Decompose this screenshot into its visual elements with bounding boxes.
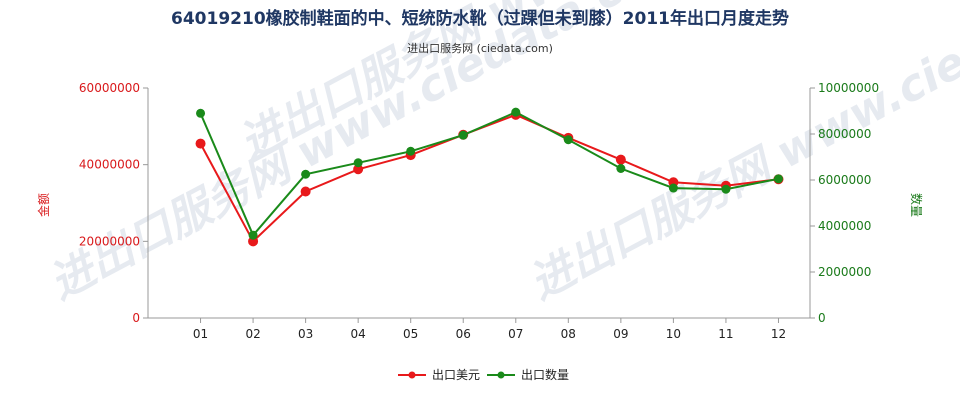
series-2-point bbox=[406, 146, 416, 156]
y-left-tick-label: 0 bbox=[132, 311, 140, 325]
x-tick-label: 09 bbox=[613, 327, 628, 341]
legend-marker-1 bbox=[408, 371, 416, 379]
y-left-tick-label: 40000000 bbox=[79, 158, 140, 172]
chart-subtitle: 进出口服务网 (ciedata.com) bbox=[407, 41, 553, 55]
legend-label-2: 出口数量 bbox=[521, 367, 569, 382]
legend[interactable]: 出口美元 出口数量 bbox=[398, 367, 569, 382]
y-right-tick-label: 4000000 bbox=[818, 219, 871, 233]
x-tick-labels: 01 02 03 04 05 06 07 08 09 10 11 12 bbox=[193, 327, 786, 341]
y-left-tick-label: 60000000 bbox=[79, 81, 140, 95]
series-2-point bbox=[196, 108, 206, 118]
series-line-2 bbox=[199, 111, 779, 238]
y-left-tick-labels: 0 20000000 40000000 60000000 bbox=[79, 81, 140, 325]
x-tick-label: 06 bbox=[456, 327, 471, 341]
y-right-tick-labels: 0 2000000 4000000 6000000 8000000 10000000 bbox=[818, 81, 879, 325]
x-tick-label: 04 bbox=[351, 327, 366, 341]
x-tick-label: 12 bbox=[771, 327, 786, 341]
series-1-point bbox=[615, 154, 626, 165]
y-right-tick-label: 0 bbox=[818, 311, 826, 325]
x-tick-label: 05 bbox=[403, 327, 418, 341]
series-2-point bbox=[301, 169, 311, 179]
chart-title: 64019210橡胶制鞋面的中、短统防水靴（过踝但未到膝）2011年出口月度走势 bbox=[171, 8, 789, 29]
x-tick-label: 03 bbox=[298, 327, 313, 341]
series-line-1 bbox=[199, 113, 779, 243]
series-2-point bbox=[563, 135, 573, 145]
x-tick-label: 02 bbox=[245, 327, 260, 341]
series-2-point bbox=[616, 164, 626, 173]
series-2-point bbox=[353, 158, 363, 168]
x-tick-label: 10 bbox=[666, 327, 681, 341]
y-left-axis-label: 金额 bbox=[36, 193, 51, 217]
series-2-point bbox=[721, 184, 731, 194]
legend-marker-2 bbox=[497, 371, 505, 379]
y-right-tick-label: 10000000 bbox=[818, 81, 879, 95]
x-tick-label: 01 bbox=[193, 327, 208, 341]
series-layer bbox=[195, 107, 784, 247]
x-tick-label: 08 bbox=[561, 327, 576, 341]
series-1-point bbox=[300, 186, 311, 197]
y-right-axis-label: 数量 bbox=[909, 193, 924, 217]
series-2-point bbox=[458, 130, 468, 140]
series-2-point bbox=[668, 183, 678, 193]
y-right-tick-label: 6000000 bbox=[818, 173, 871, 187]
watermark-text: 进出口服务网 www.ciedata.com bbox=[521, 0, 960, 310]
series-1-point bbox=[353, 164, 364, 175]
series-1-point bbox=[195, 138, 206, 149]
legend-label-1: 出口美元 bbox=[432, 368, 480, 382]
y-left-tick-label: 20000000 bbox=[79, 234, 140, 248]
y-right-tick-label: 2000000 bbox=[818, 265, 871, 279]
y-right-tick-label: 8000000 bbox=[818, 127, 871, 141]
series-2-point bbox=[773, 174, 783, 184]
axes bbox=[143, 87, 815, 323]
x-tick-label: 11 bbox=[718, 327, 733, 341]
x-tick-label: 07 bbox=[508, 327, 523, 341]
series-2-point bbox=[248, 230, 258, 240]
series-2-point bbox=[511, 107, 521, 117]
